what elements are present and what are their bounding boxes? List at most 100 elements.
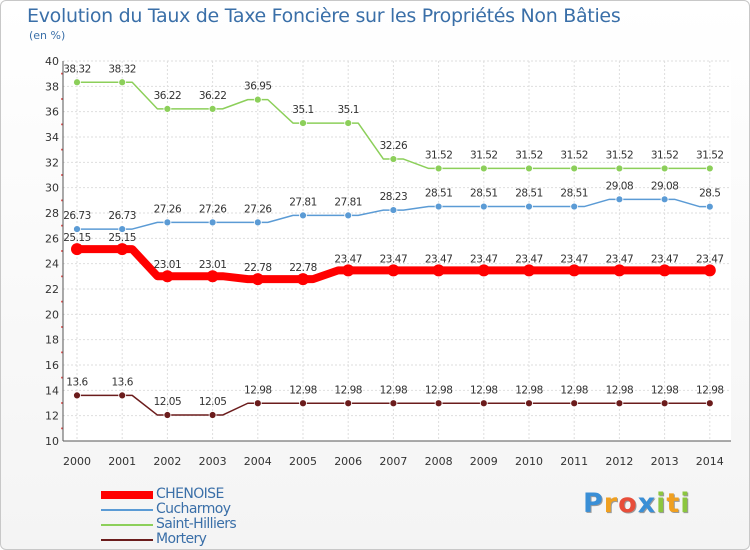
data-point-mortery [705, 399, 714, 408]
data-label-saint-hilliers: 31.52 [696, 149, 724, 161]
legend-swatch [101, 509, 153, 511]
data-point-chenoise [342, 264, 355, 277]
y-tick-label: 36 [45, 106, 59, 119]
x-tick-label: 2008 [425, 455, 453, 468]
data-point-chenoise [116, 243, 129, 256]
data-label-saint-hilliers: 38.32 [63, 63, 91, 75]
data-point-mortery [389, 399, 398, 408]
y-tick-label: 10 [45, 435, 59, 448]
data-point-chenoise [206, 270, 219, 283]
data-point-mortery [253, 399, 262, 408]
logo-letter: i [656, 488, 667, 519]
data-point-cucharmoy [118, 225, 127, 233]
data-label-chenoise: 22.78 [289, 262, 317, 274]
x-tick-label: 2013 [651, 455, 679, 468]
data-point-saint-hilliers [344, 119, 353, 127]
data-point-saint-hilliers [299, 119, 307, 127]
data-label-mortery: 12.98 [606, 384, 634, 396]
data-label-cucharmoy: 28.23 [380, 191, 408, 203]
data-label-mortery: 12.98 [696, 384, 724, 396]
data-point-saint-hilliers [705, 164, 714, 173]
data-point-cucharmoy [389, 206, 398, 214]
data-point-cucharmoy [615, 195, 624, 204]
legend-label: Cucharmoy [156, 501, 231, 517]
data-label-mortery: 12.98 [380, 384, 408, 396]
y-tick-label: 24 [45, 258, 59, 271]
y-tick-label: 20 [45, 308, 59, 321]
y-tick-label: 40 [45, 55, 59, 68]
legend-label: Mortery [156, 531, 207, 547]
logo-letter: o [618, 488, 638, 519]
x-tick-label: 2004 [244, 455, 272, 468]
chart-title: Evolution du Taux de Taxe Foncière sur l… [27, 5, 621, 27]
x-tick-label: 2001 [108, 455, 136, 468]
data-label-cucharmoy: 28.51 [470, 188, 498, 200]
data-label-saint-hilliers: 31.52 [560, 149, 588, 161]
data-point-mortery [163, 411, 172, 419]
data-label-cucharmoy: 26.73 [108, 210, 136, 222]
data-point-chenoise [71, 243, 83, 256]
logo-letter: r [603, 488, 619, 519]
data-point-saint-hilliers [118, 78, 127, 87]
y-tick-label: 32 [45, 156, 59, 169]
x-tick-label: 2003 [199, 455, 227, 468]
data-label-chenoise: 23.47 [380, 253, 408, 265]
data-label-mortery: 12.98 [289, 384, 317, 396]
data-label-chenoise: 23.47 [334, 253, 362, 265]
data-label-cucharmoy: 28.51 [560, 188, 588, 200]
data-label-cucharmoy: 27.81 [289, 196, 317, 208]
data-point-cucharmoy [299, 211, 307, 220]
data-label-cucharmoy: 28.51 [425, 188, 453, 200]
data-label-saint-hilliers: 36.95 [244, 81, 272, 93]
data-label-cucharmoy: 26.73 [63, 210, 91, 222]
data-label-cucharmoy: 29.08 [651, 180, 679, 192]
data-point-chenoise [477, 264, 490, 277]
data-label-saint-hilliers: 31.52 [470, 149, 498, 161]
data-point-mortery [73, 391, 81, 400]
data-label-chenoise: 23.47 [560, 253, 588, 265]
data-point-mortery [615, 399, 624, 408]
data-point-saint-hilliers [253, 95, 262, 104]
data-point-saint-hilliers [660, 164, 669, 173]
x-tick-label: 2006 [334, 455, 362, 468]
data-point-mortery [118, 391, 127, 400]
data-point-cucharmoy [344, 211, 353, 220]
data-point-chenoise [387, 264, 400, 277]
data-point-saint-hilliers [479, 164, 488, 173]
data-point-chenoise [432, 264, 445, 277]
y-tick-label: 30 [45, 182, 59, 195]
data-label-saint-hilliers: 31.52 [425, 149, 453, 161]
data-point-saint-hilliers [434, 164, 443, 173]
data-label-cucharmoy: 27.26 [154, 203, 182, 215]
data-label-mortery: 12.05 [154, 396, 182, 408]
legend-label: CHENOISE [156, 486, 224, 502]
x-tick-label: 2005 [289, 455, 317, 468]
x-tick-label: 2009 [470, 455, 498, 468]
series-line-chenoise [73, 245, 714, 284]
data-point-saint-hilliers [525, 164, 533, 173]
legend-swatch [101, 524, 153, 526]
x-tick-label: 2014 [696, 455, 724, 468]
y-tick-label: 18 [45, 334, 59, 347]
data-point-mortery [299, 399, 307, 408]
data-label-saint-hilliers: 35.1 [338, 104, 359, 116]
data-point-saint-hilliers [570, 164, 579, 173]
data-label-saint-hilliers: 31.52 [651, 149, 679, 161]
y-tick-label: 16 [45, 359, 59, 372]
data-label-mortery: 12.98 [515, 384, 543, 396]
proxiti-logo: Proxiti [583, 488, 691, 519]
data-label-chenoise: 25.15 [63, 232, 91, 244]
y-tick-label: 12 [45, 410, 59, 423]
x-tick-label: 2007 [379, 455, 407, 468]
data-point-saint-hilliers [615, 164, 624, 173]
data-label-saint-hilliers: 31.52 [515, 149, 543, 161]
data-label-cucharmoy: 27.26 [199, 203, 227, 215]
y-tick-label: 28 [45, 207, 59, 220]
data-label-saint-hilliers: 36.22 [154, 90, 182, 102]
legend-label: Saint-Hilliers [156, 516, 237, 532]
data-point-mortery [660, 399, 669, 408]
legend-swatch [101, 539, 153, 541]
data-label-saint-hilliers: 36.22 [199, 90, 227, 102]
data-point-chenoise [703, 264, 716, 277]
